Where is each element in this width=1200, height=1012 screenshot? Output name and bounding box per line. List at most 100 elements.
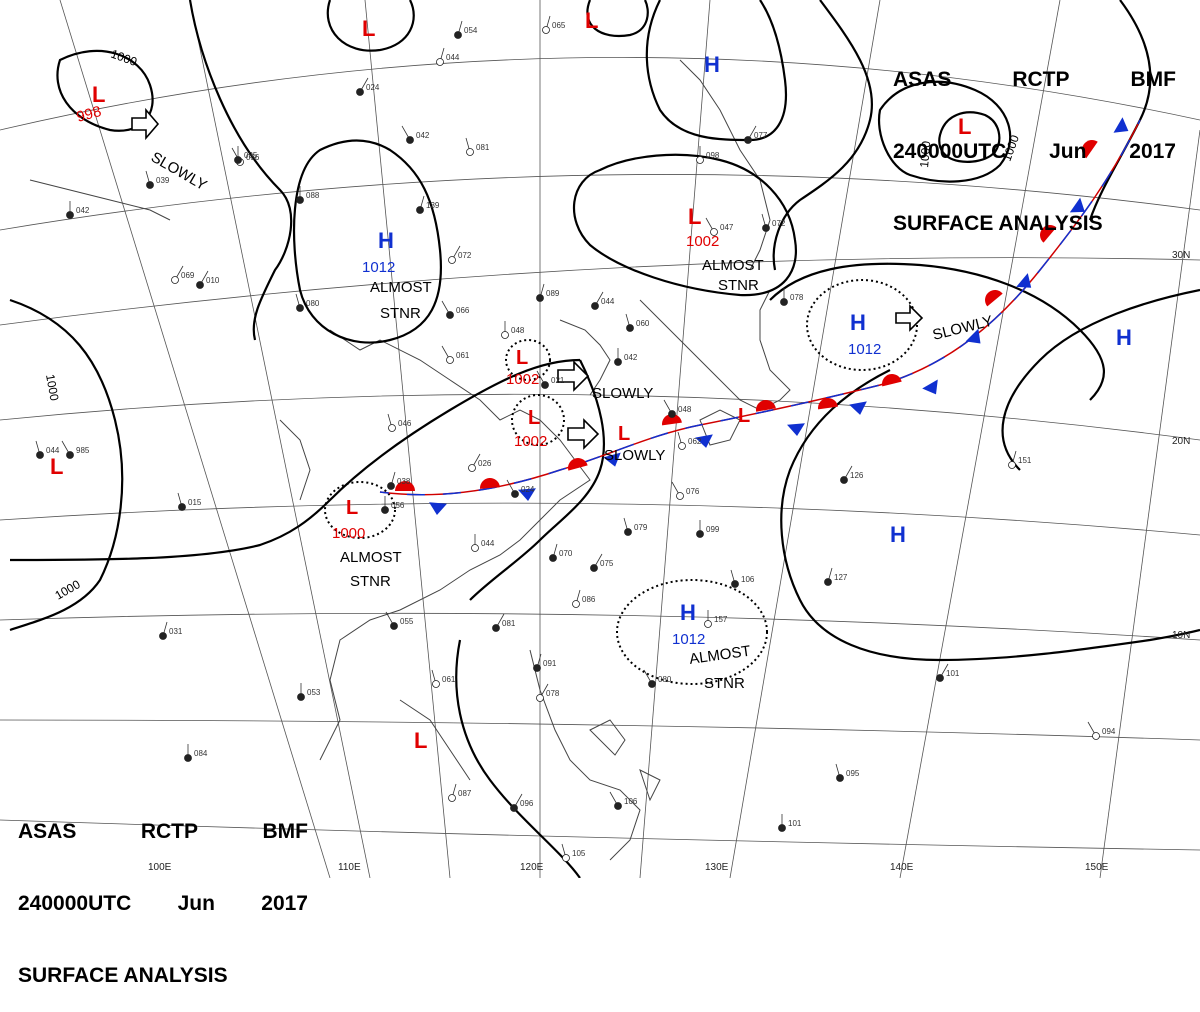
warm-front-semicircle	[1082, 140, 1098, 159]
station-plot: 015	[177, 492, 202, 511]
station-plot: 080	[643, 669, 672, 688]
station-circle	[668, 410, 676, 418]
movement-note: SLOWLY	[592, 385, 653, 402]
station-pressure: 048	[678, 405, 692, 414]
station-circle	[710, 228, 718, 236]
station-plot: 010	[196, 270, 220, 289]
station-circle	[501, 331, 509, 339]
station-circle	[590, 564, 598, 572]
station-pressure: 985	[76, 446, 90, 455]
station-plot: 062	[677, 431, 702, 450]
station-circle	[549, 554, 557, 562]
cold-front-markers	[429, 117, 1129, 515]
station-circle	[390, 622, 398, 630]
high-symbol: H	[890, 522, 906, 547]
station-pressure: 061	[456, 351, 470, 360]
station-circle	[432, 680, 440, 688]
station-circle	[704, 620, 712, 628]
station-pressure: 042	[76, 206, 90, 215]
station-pressure: 091	[543, 659, 557, 668]
station-circle	[836, 774, 844, 782]
station-circle	[296, 196, 304, 204]
lon-label-130e: 130E	[705, 862, 729, 873]
station-circle	[614, 358, 622, 366]
station-circle	[591, 302, 599, 310]
station-pressure: 035	[244, 151, 258, 160]
station-plot: 079	[623, 517, 648, 536]
station-circle	[731, 580, 739, 588]
station-circle	[510, 804, 518, 812]
station-plot: 054	[454, 20, 478, 39]
station-plot: 098	[696, 146, 720, 164]
station-pressure: 078	[546, 689, 560, 698]
low-symbol: L	[618, 423, 630, 445]
station-circle	[406, 136, 414, 144]
station-circle	[541, 381, 549, 389]
station-pressure: 047	[720, 223, 734, 232]
cold-front-triangle	[849, 401, 867, 415]
station-circle	[542, 26, 550, 34]
header-station: RCTP	[1012, 68, 1070, 91]
low-symbol: L	[346, 497, 358, 519]
station-circle	[936, 674, 944, 682]
high-symbol: H	[378, 228, 394, 253]
station-plot: 081	[465, 137, 490, 156]
latitude-labels: 30N 20N 10N 100E 110E 120E 130E 140E 150…	[148, 250, 1190, 873]
station-circle	[778, 824, 786, 832]
station-pressure: 044	[46, 446, 60, 455]
pressure-value: 1000	[332, 525, 365, 542]
station-plot: 061	[441, 345, 470, 364]
station-plot: 026	[468, 453, 492, 472]
station-circle	[696, 156, 704, 164]
station-plot: 044	[436, 47, 460, 66]
station-pressure: 075	[600, 559, 614, 568]
station-circle	[454, 31, 462, 39]
station-plot: 044	[35, 440, 60, 459]
station-circle	[416, 206, 424, 214]
station-circle	[178, 503, 186, 511]
station-circle	[562, 854, 570, 862]
station-pressure: 044	[481, 539, 495, 548]
station-circle	[297, 693, 305, 701]
station-plot: 044	[591, 291, 615, 310]
cold-front-triangle	[965, 328, 981, 344]
cold-front-triangle	[1016, 273, 1032, 288]
warm-front-semicircle	[395, 481, 415, 491]
warm-front-semicircle	[662, 414, 682, 426]
warm-front-semicircle	[756, 400, 776, 412]
low-symbol: L	[414, 728, 427, 753]
station-pressure: 054	[464, 26, 478, 35]
cold-front-triangle	[922, 379, 938, 395]
station-plot: 038	[387, 471, 411, 490]
cold-front-triangle	[518, 488, 536, 501]
movement-note: ALMOST	[370, 279, 432, 296]
low-symbol: L	[738, 405, 750, 427]
movement-note: ALMOST	[340, 549, 402, 566]
station-plot: 089	[536, 283, 560, 302]
station-pressure: 088	[306, 191, 320, 200]
station-plot: 080	[295, 293, 320, 312]
station-circle	[388, 424, 396, 432]
station-pressure: 042	[624, 353, 638, 362]
low-center: L 1000	[332, 497, 365, 542]
station-pressure: 086	[582, 595, 596, 604]
header-code: BMF	[1130, 68, 1177, 91]
station-plot: 096	[510, 793, 534, 812]
station-pressure: 098	[706, 151, 720, 160]
station-pressure: 080	[306, 299, 320, 308]
station-plot: 094	[1087, 721, 1116, 740]
station-plot: 101	[936, 663, 960, 682]
high-symbol: H	[850, 310, 866, 335]
station-plot: 065	[542, 15, 566, 34]
station-pressure: 055	[400, 617, 414, 626]
station-pressure: 081	[502, 619, 516, 628]
station-pressure: 053	[307, 688, 321, 697]
station-pressure: 010	[206, 276, 220, 285]
station-plot: 081	[492, 613, 516, 632]
station-pressure: 077	[754, 131, 768, 140]
station-circle	[696, 530, 704, 538]
station-plot: 139	[416, 195, 440, 214]
station-pressure: 084	[194, 749, 208, 758]
warm-front-semicircle	[882, 374, 902, 387]
station-circle	[1008, 461, 1016, 469]
